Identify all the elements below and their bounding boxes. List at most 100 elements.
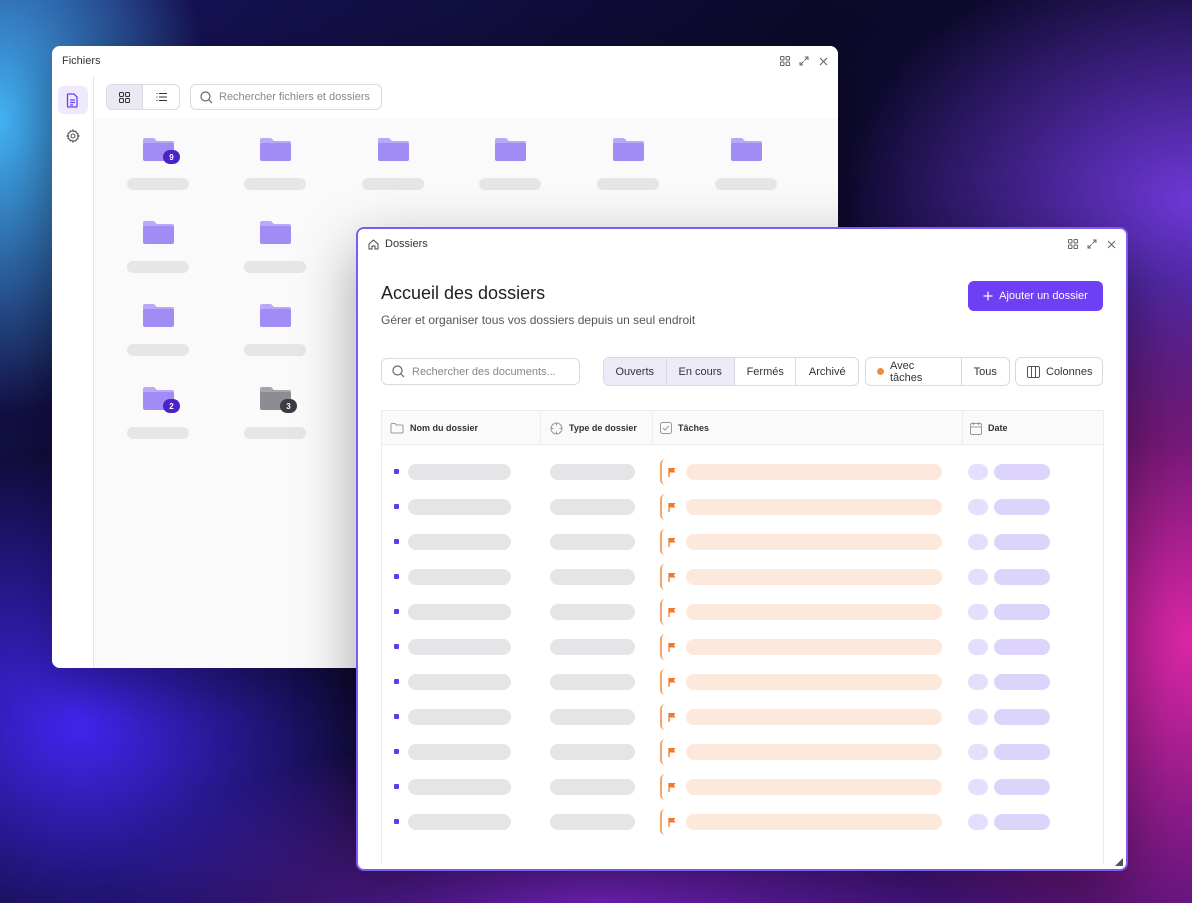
folder-name-placeholder bbox=[408, 744, 511, 760]
folder-item[interactable]: 3 bbox=[230, 385, 320, 455]
filter-tous[interactable]: Tous bbox=[973, 365, 997, 378]
header-type-de-dossier[interactable]: Type de dossier bbox=[550, 411, 637, 445]
row-marker bbox=[394, 679, 399, 684]
table-row[interactable] bbox=[382, 805, 1105, 840]
folder-item[interactable]: 9 bbox=[113, 136, 203, 206]
list-view-button[interactable] bbox=[143, 85, 179, 109]
filter-archive[interactable]: Archivé bbox=[808, 365, 846, 378]
folder-type-placeholder bbox=[550, 709, 635, 725]
header-nom-du-dossier[interactable]: Nom du dossier bbox=[390, 411, 478, 445]
table-row[interactable] bbox=[382, 490, 1105, 525]
gear-icon bbox=[65, 129, 80, 143]
row-marker bbox=[394, 784, 399, 789]
table-row[interactable] bbox=[382, 455, 1105, 490]
folder-item[interactable] bbox=[465, 136, 555, 206]
filter-avec-taches-label: Avec tâches bbox=[889, 359, 923, 384]
date-placeholder bbox=[994, 814, 1050, 830]
folder-type-placeholder bbox=[550, 499, 635, 515]
page-title: Accueil des dossiers bbox=[381, 283, 546, 303]
table-row[interactable] bbox=[382, 700, 1105, 735]
documents-nav-button[interactable] bbox=[57, 86, 88, 114]
filter-avec-taches[interactable]: Avec tâches bbox=[866, 358, 962, 385]
folder-item[interactable] bbox=[701, 136, 791, 206]
grid-icon[interactable] bbox=[1068, 239, 1078, 249]
folder-name-placeholder bbox=[362, 178, 424, 190]
date-avatar-placeholder bbox=[968, 744, 988, 760]
folder-name-placeholder bbox=[597, 178, 659, 190]
date-placeholder bbox=[994, 639, 1050, 655]
header-date-label: Date bbox=[988, 423, 1008, 433]
columns-button[interactable]: Colonnes bbox=[1015, 357, 1103, 386]
folder-item[interactable] bbox=[583, 136, 673, 206]
files-toolbar: Rechercher fichiers et dossiers bbox=[94, 76, 838, 118]
expand-icon[interactable] bbox=[799, 56, 809, 66]
header-taches[interactable]: Tâches bbox=[660, 411, 709, 445]
folder-item[interactable] bbox=[230, 219, 320, 289]
filter-ouverts[interactable]: Ouverts bbox=[604, 358, 667, 385]
folder-name-placeholder bbox=[408, 604, 511, 620]
folder-item[interactable]: 2 bbox=[113, 385, 203, 455]
folder-item[interactable] bbox=[230, 302, 320, 372]
folder-name-placeholder bbox=[408, 639, 511, 655]
folder-icon bbox=[260, 304, 291, 327]
flag-icon bbox=[660, 459, 682, 485]
view-toggle bbox=[106, 84, 180, 110]
checkbox-icon bbox=[660, 422, 672, 434]
folder-item[interactable] bbox=[348, 136, 438, 206]
folder-type-placeholder bbox=[550, 639, 635, 655]
folder-name-placeholder bbox=[408, 779, 511, 795]
folder-name-placeholder bbox=[479, 178, 541, 190]
table-row[interactable] bbox=[382, 595, 1105, 630]
table-row[interactable] bbox=[382, 735, 1105, 770]
document-icon bbox=[66, 92, 78, 108]
columns-icon bbox=[1027, 365, 1040, 378]
dossiers-window-title: Dossiers bbox=[385, 238, 428, 250]
folder-count-badge: 3 bbox=[280, 399, 297, 413]
row-marker bbox=[394, 819, 399, 824]
task-placeholder bbox=[686, 709, 942, 725]
table-row[interactable] bbox=[382, 525, 1105, 560]
status-filter-group: Ouverts En cours Fermés Archivé bbox=[603, 357, 859, 386]
files-search-input[interactable]: Rechercher fichiers et dossiers bbox=[190, 84, 382, 110]
filter-fermes[interactable]: Fermés bbox=[735, 358, 797, 385]
filter-en-cours[interactable]: En cours bbox=[666, 358, 735, 385]
folder-name-placeholder bbox=[127, 344, 189, 356]
table-row[interactable] bbox=[382, 630, 1105, 665]
folder-count-badge: 9 bbox=[163, 150, 180, 164]
dossiers-titlebar: Dossiers bbox=[358, 229, 1126, 259]
row-marker bbox=[394, 539, 399, 544]
folder-item[interactable] bbox=[230, 136, 320, 206]
folder-count-badge: 2 bbox=[163, 399, 180, 413]
expand-icon[interactable] bbox=[1087, 239, 1097, 249]
date-placeholder bbox=[994, 709, 1050, 725]
table-row[interactable] bbox=[382, 665, 1105, 700]
table-row[interactable] bbox=[382, 770, 1105, 805]
settings-nav-button[interactable] bbox=[58, 122, 88, 150]
grid-icon[interactable] bbox=[780, 56, 790, 66]
folder-icon bbox=[390, 423, 404, 434]
dossiers-toolbar: Rechercher des documents... Ouverts En c… bbox=[381, 357, 1104, 386]
folder-icon bbox=[260, 221, 291, 244]
documents-search-input[interactable]: Rechercher des documents... bbox=[381, 358, 580, 385]
close-icon[interactable] bbox=[818, 56, 828, 66]
resize-grip-icon[interactable] bbox=[1115, 858, 1123, 866]
close-icon[interactable] bbox=[1106, 239, 1116, 249]
add-dossier-label: Ajouter un dossier bbox=[999, 290, 1088, 302]
documents-search-placeholder: Rechercher des documents... bbox=[412, 365, 556, 378]
folder-type-placeholder bbox=[550, 569, 635, 585]
folder-icon bbox=[260, 138, 291, 161]
folder-name-placeholder bbox=[127, 261, 189, 273]
table-row[interactable] bbox=[382, 560, 1105, 595]
date-placeholder bbox=[994, 779, 1050, 795]
flag-icon bbox=[660, 704, 682, 730]
page-subtitle: Gérer et organiser tous vos dossiers dep… bbox=[381, 313, 696, 327]
folder-item[interactable] bbox=[113, 219, 203, 289]
add-dossier-button[interactable]: Ajouter un dossier bbox=[968, 281, 1103, 311]
header-date[interactable]: Date bbox=[970, 411, 1008, 445]
grid-view-button[interactable] bbox=[107, 85, 143, 109]
folder-name-placeholder bbox=[408, 814, 511, 830]
date-placeholder bbox=[994, 464, 1050, 480]
folder-item[interactable] bbox=[113, 302, 203, 372]
header-taches-label: Tâches bbox=[678, 423, 710, 433]
folder-type-placeholder bbox=[550, 464, 635, 480]
